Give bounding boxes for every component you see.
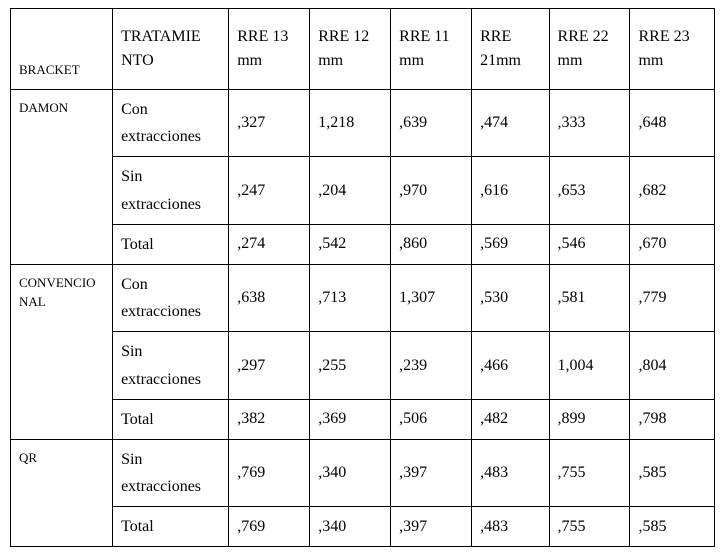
- cell: ,616: [472, 157, 549, 224]
- cell: ,247: [229, 157, 310, 224]
- table-row: Sin extracciones ,297 ,255 ,239 ,466 1,0…: [11, 332, 715, 399]
- cell: ,653: [549, 157, 630, 224]
- cell: ,581: [549, 264, 630, 331]
- cell: ,482: [472, 399, 549, 439]
- cell: ,255: [310, 332, 391, 399]
- cell: ,382: [229, 399, 310, 439]
- cell: ,297: [229, 332, 310, 399]
- cell: ,970: [391, 157, 472, 224]
- table-body: BRACKET TRATAMIE NTO RRE 13 mm RRE 12 mm…: [11, 9, 715, 547]
- cell: ,474: [472, 90, 549, 157]
- cell: ,585: [630, 439, 715, 506]
- cell: ,340: [310, 507, 391, 547]
- table-row: Total ,769 ,340 ,397 ,483 ,755 ,585: [11, 507, 715, 547]
- table-row: Total ,382 ,369 ,506 ,482 ,899 ,798: [11, 399, 715, 439]
- treatment-label: Total: [113, 507, 229, 547]
- cell: 1,307: [391, 264, 472, 331]
- cell: ,530: [472, 264, 549, 331]
- cell: ,274: [229, 224, 310, 264]
- cell: ,682: [630, 157, 715, 224]
- cell: ,542: [310, 224, 391, 264]
- bracket-label-qr: QR: [11, 439, 113, 547]
- cell: ,569: [472, 224, 549, 264]
- cell: ,585: [630, 507, 715, 547]
- col-header-rre23: RRE 23 mm: [630, 9, 715, 90]
- treatment-label: Total: [113, 224, 229, 264]
- table-row: Total ,274 ,542 ,860 ,569 ,546 ,670: [11, 224, 715, 264]
- cell: ,639: [391, 90, 472, 157]
- table-row: DAMON Con extracciones ,327 1,218 ,639 ,…: [11, 90, 715, 157]
- table-row: CONVENCIO NAL Con extracciones ,638 ,713…: [11, 264, 715, 331]
- cell: ,333: [549, 90, 630, 157]
- cell: ,506: [391, 399, 472, 439]
- cell: ,713: [310, 264, 391, 331]
- cell: ,397: [391, 507, 472, 547]
- treatment-label: Sin extracciones: [113, 439, 229, 506]
- header-row: BRACKET TRATAMIE NTO RRE 13 mm RRE 12 mm…: [11, 9, 715, 90]
- col-header-rre21: RRE 21mm: [472, 9, 549, 90]
- bracket-label-damon: DAMON: [11, 90, 113, 265]
- cell: ,483: [472, 439, 549, 506]
- cell: 1,218: [310, 90, 391, 157]
- cell: ,798: [630, 399, 715, 439]
- cell: ,755: [549, 507, 630, 547]
- col-header-rre12: RRE 12 mm: [310, 9, 391, 90]
- col-header-bracket: BRACKET: [11, 9, 113, 90]
- cell: ,239: [391, 332, 472, 399]
- treatment-label: Sin extracciones: [113, 157, 229, 224]
- treatment-label: Sin extracciones: [113, 332, 229, 399]
- cell: ,779: [630, 264, 715, 331]
- cell: ,804: [630, 332, 715, 399]
- cell: ,483: [472, 507, 549, 547]
- cell: ,327: [229, 90, 310, 157]
- col-header-rre13: RRE 13 mm: [229, 9, 310, 90]
- cell: ,648: [630, 90, 715, 157]
- cell: ,670: [630, 224, 715, 264]
- table-row: Sin extracciones ,247 ,204 ,970 ,616 ,65…: [11, 157, 715, 224]
- treatment-label: Con extracciones: [113, 264, 229, 331]
- cell: ,638: [229, 264, 310, 331]
- cell: ,860: [391, 224, 472, 264]
- cell: ,769: [229, 507, 310, 547]
- col-header-tratamiento: TRATAMIE NTO: [113, 9, 229, 90]
- table-row: QR Sin extracciones ,769 ,340 ,397 ,483 …: [11, 439, 715, 506]
- cell: ,369: [310, 399, 391, 439]
- cell: ,397: [391, 439, 472, 506]
- cell: ,769: [229, 439, 310, 506]
- cell: ,340: [310, 439, 391, 506]
- data-table: BRACKET TRATAMIE NTO RRE 13 mm RRE 12 mm…: [10, 8, 715, 547]
- cell: 1,004: [549, 332, 630, 399]
- cell: ,466: [472, 332, 549, 399]
- cell: ,546: [549, 224, 630, 264]
- cell: ,204: [310, 157, 391, 224]
- treatment-label: Total: [113, 399, 229, 439]
- cell: ,899: [549, 399, 630, 439]
- treatment-label: Con extracciones: [113, 90, 229, 157]
- col-header-rre11: RRE 11 mm: [391, 9, 472, 90]
- cell: ,755: [549, 439, 630, 506]
- col-header-rre22: RRE 22 mm: [549, 9, 630, 90]
- bracket-label-convencional: CONVENCIO NAL: [11, 264, 113, 439]
